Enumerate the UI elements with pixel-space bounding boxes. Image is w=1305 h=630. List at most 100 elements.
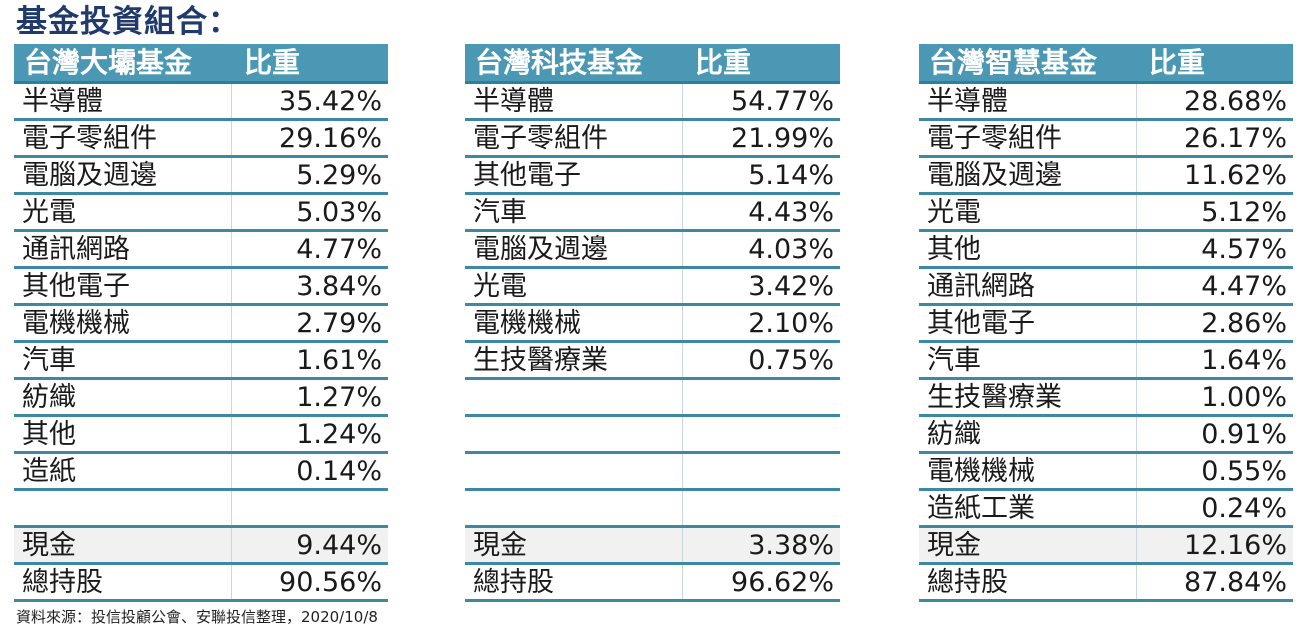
sector-name: 半導體 — [465, 84, 683, 118]
sector-weight: 5.14% — [748, 160, 834, 191]
table-row — [465, 417, 840, 454]
sector-weight: 35.42% — [279, 86, 382, 117]
table-row: 造紙 0.14% — [14, 454, 388, 491]
sector-weight: 54.77% — [731, 86, 834, 117]
total-label: 總持股 — [919, 565, 1137, 599]
cash-label: 現金 — [465, 528, 683, 562]
sector-name: 通訊網路 — [919, 269, 1137, 303]
sector-weight: 2.79% — [296, 308, 382, 339]
total-weight: 87.84% — [1184, 567, 1287, 598]
cash-row: 現金 3.38% — [465, 528, 840, 565]
sector-weight: 11.62% — [1184, 160, 1287, 191]
total-row: 總持股 90.56% — [14, 565, 388, 602]
sector-weight: 5.29% — [296, 160, 382, 191]
fund-name-header: 台灣科技基金 — [475, 46, 644, 79]
sector-weight: 3.84% — [296, 271, 382, 302]
sector-weight: 5.12% — [1201, 197, 1287, 228]
table-row: 生技醫療業 1.00% — [919, 380, 1293, 417]
source-note: 資料來源：投信投顧公會、安聯投信整理，2020/10/8 — [16, 608, 378, 626]
table-row — [465, 454, 840, 491]
sector-name: 電腦及週邊 — [919, 158, 1137, 192]
cash-label: 現金 — [14, 528, 232, 562]
sector-weight: 0.55% — [1201, 456, 1287, 487]
sector-name — [14, 491, 232, 525]
table-header: 台灣科技基金 比重 — [465, 44, 840, 84]
sector-weight: 2.10% — [748, 308, 834, 339]
table-row: 生技醫療業 0.75% — [465, 343, 840, 380]
table-row: 紡織 1.27% — [14, 380, 388, 417]
table-row: 光電 5.12% — [919, 195, 1293, 232]
weight-header: 比重 — [695, 46, 752, 79]
total-weight: 90.56% — [279, 567, 382, 598]
sector-weight: 29.16% — [279, 123, 382, 154]
sector-name: 半導體 — [919, 84, 1137, 118]
sector-name: 光電 — [919, 195, 1137, 229]
sector-weight: 3.42% — [748, 271, 834, 302]
table-row: 其他 1.24% — [14, 417, 388, 454]
sector-name: 其他電子 — [919, 306, 1137, 340]
table-row: 電子零組件 21.99% — [465, 121, 840, 158]
sector-weight: 21.99% — [731, 123, 834, 154]
sector-weight: 4.77% — [296, 234, 382, 265]
table-row: 造紙工業 0.24% — [919, 491, 1293, 528]
sector-name: 造紙工業 — [919, 491, 1137, 525]
table-row: 電腦及週邊 11.62% — [919, 158, 1293, 195]
sector-name: 電腦及週邊 — [465, 232, 683, 266]
sector-weight: 5.03% — [296, 197, 382, 228]
table-row: 汽車 4.43% — [465, 195, 840, 232]
fund-name-header: 台灣大壩基金 — [24, 46, 193, 79]
sector-name: 電機機械 — [465, 306, 683, 340]
table-row: 光電 5.03% — [14, 195, 388, 232]
sector-weight: 2.86% — [1201, 308, 1287, 339]
fund-table-2: 台灣科技基金 比重 半導體 54.77% 電子零組件 21.99% 其他電子 5.14… — [465, 44, 840, 602]
table-row: 通訊網路 4.47% — [919, 269, 1293, 306]
table-row — [465, 491, 840, 528]
table-row: 電機機械 0.55% — [919, 454, 1293, 491]
sector-weight: 0.75% — [748, 345, 834, 376]
sector-name: 汽車 — [465, 195, 683, 229]
table-row: 電子零組件 29.16% — [14, 121, 388, 158]
sector-weight — [683, 417, 840, 451]
sector-name: 紡織 — [14, 380, 232, 414]
sector-weight — [683, 491, 840, 525]
table-row: 電子零組件 26.17% — [919, 121, 1293, 158]
sector-name: 其他電子 — [465, 158, 683, 192]
cash-label: 現金 — [919, 528, 1137, 562]
table-row: 電腦及週邊 5.29% — [14, 158, 388, 195]
sector-name: 電子零組件 — [919, 121, 1137, 155]
sector-name: 電機機械 — [919, 454, 1137, 488]
sector-weight: 4.47% — [1201, 271, 1287, 302]
table-row: 電機機械 2.10% — [465, 306, 840, 343]
sector-name — [465, 454, 683, 488]
sector-name: 汽車 — [919, 343, 1137, 377]
table-row: 通訊網路 4.77% — [14, 232, 388, 269]
sector-name: 電腦及週邊 — [14, 158, 232, 192]
sector-name — [465, 417, 683, 451]
page-title: 基金投資組合： — [16, 4, 240, 40]
sector-name: 生技醫療業 — [919, 380, 1137, 414]
table-row: 其他電子 2.86% — [919, 306, 1293, 343]
table-header: 台灣智慧基金 比重 — [919, 44, 1293, 84]
weight-header: 比重 — [244, 46, 301, 79]
sector-name: 電子零組件 — [14, 121, 232, 155]
sector-name: 生技醫療業 — [465, 343, 683, 377]
sector-weight: 1.27% — [296, 382, 382, 413]
weight-header: 比重 — [1149, 46, 1206, 79]
sector-name: 光電 — [14, 195, 232, 229]
table-row: 汽車 1.61% — [14, 343, 388, 380]
table-row: 汽車 1.64% — [919, 343, 1293, 380]
cash-weight: 9.44% — [296, 530, 382, 561]
table-row: 其他電子 3.84% — [14, 269, 388, 306]
table-row: 紡織 0.91% — [919, 417, 1293, 454]
cash-row: 現金 12.16% — [919, 528, 1293, 565]
total-weight: 96.62% — [731, 567, 834, 598]
sector-name: 通訊網路 — [14, 232, 232, 266]
sector-weight — [232, 491, 388, 525]
sector-weight: 1.64% — [1201, 345, 1287, 376]
sector-weight: 0.91% — [1201, 419, 1287, 450]
total-label: 總持股 — [14, 565, 232, 599]
sector-name: 其他 — [14, 417, 232, 451]
table-row: 其他電子 5.14% — [465, 158, 840, 195]
table-row — [14, 491, 388, 528]
cash-row: 現金 9.44% — [14, 528, 388, 565]
